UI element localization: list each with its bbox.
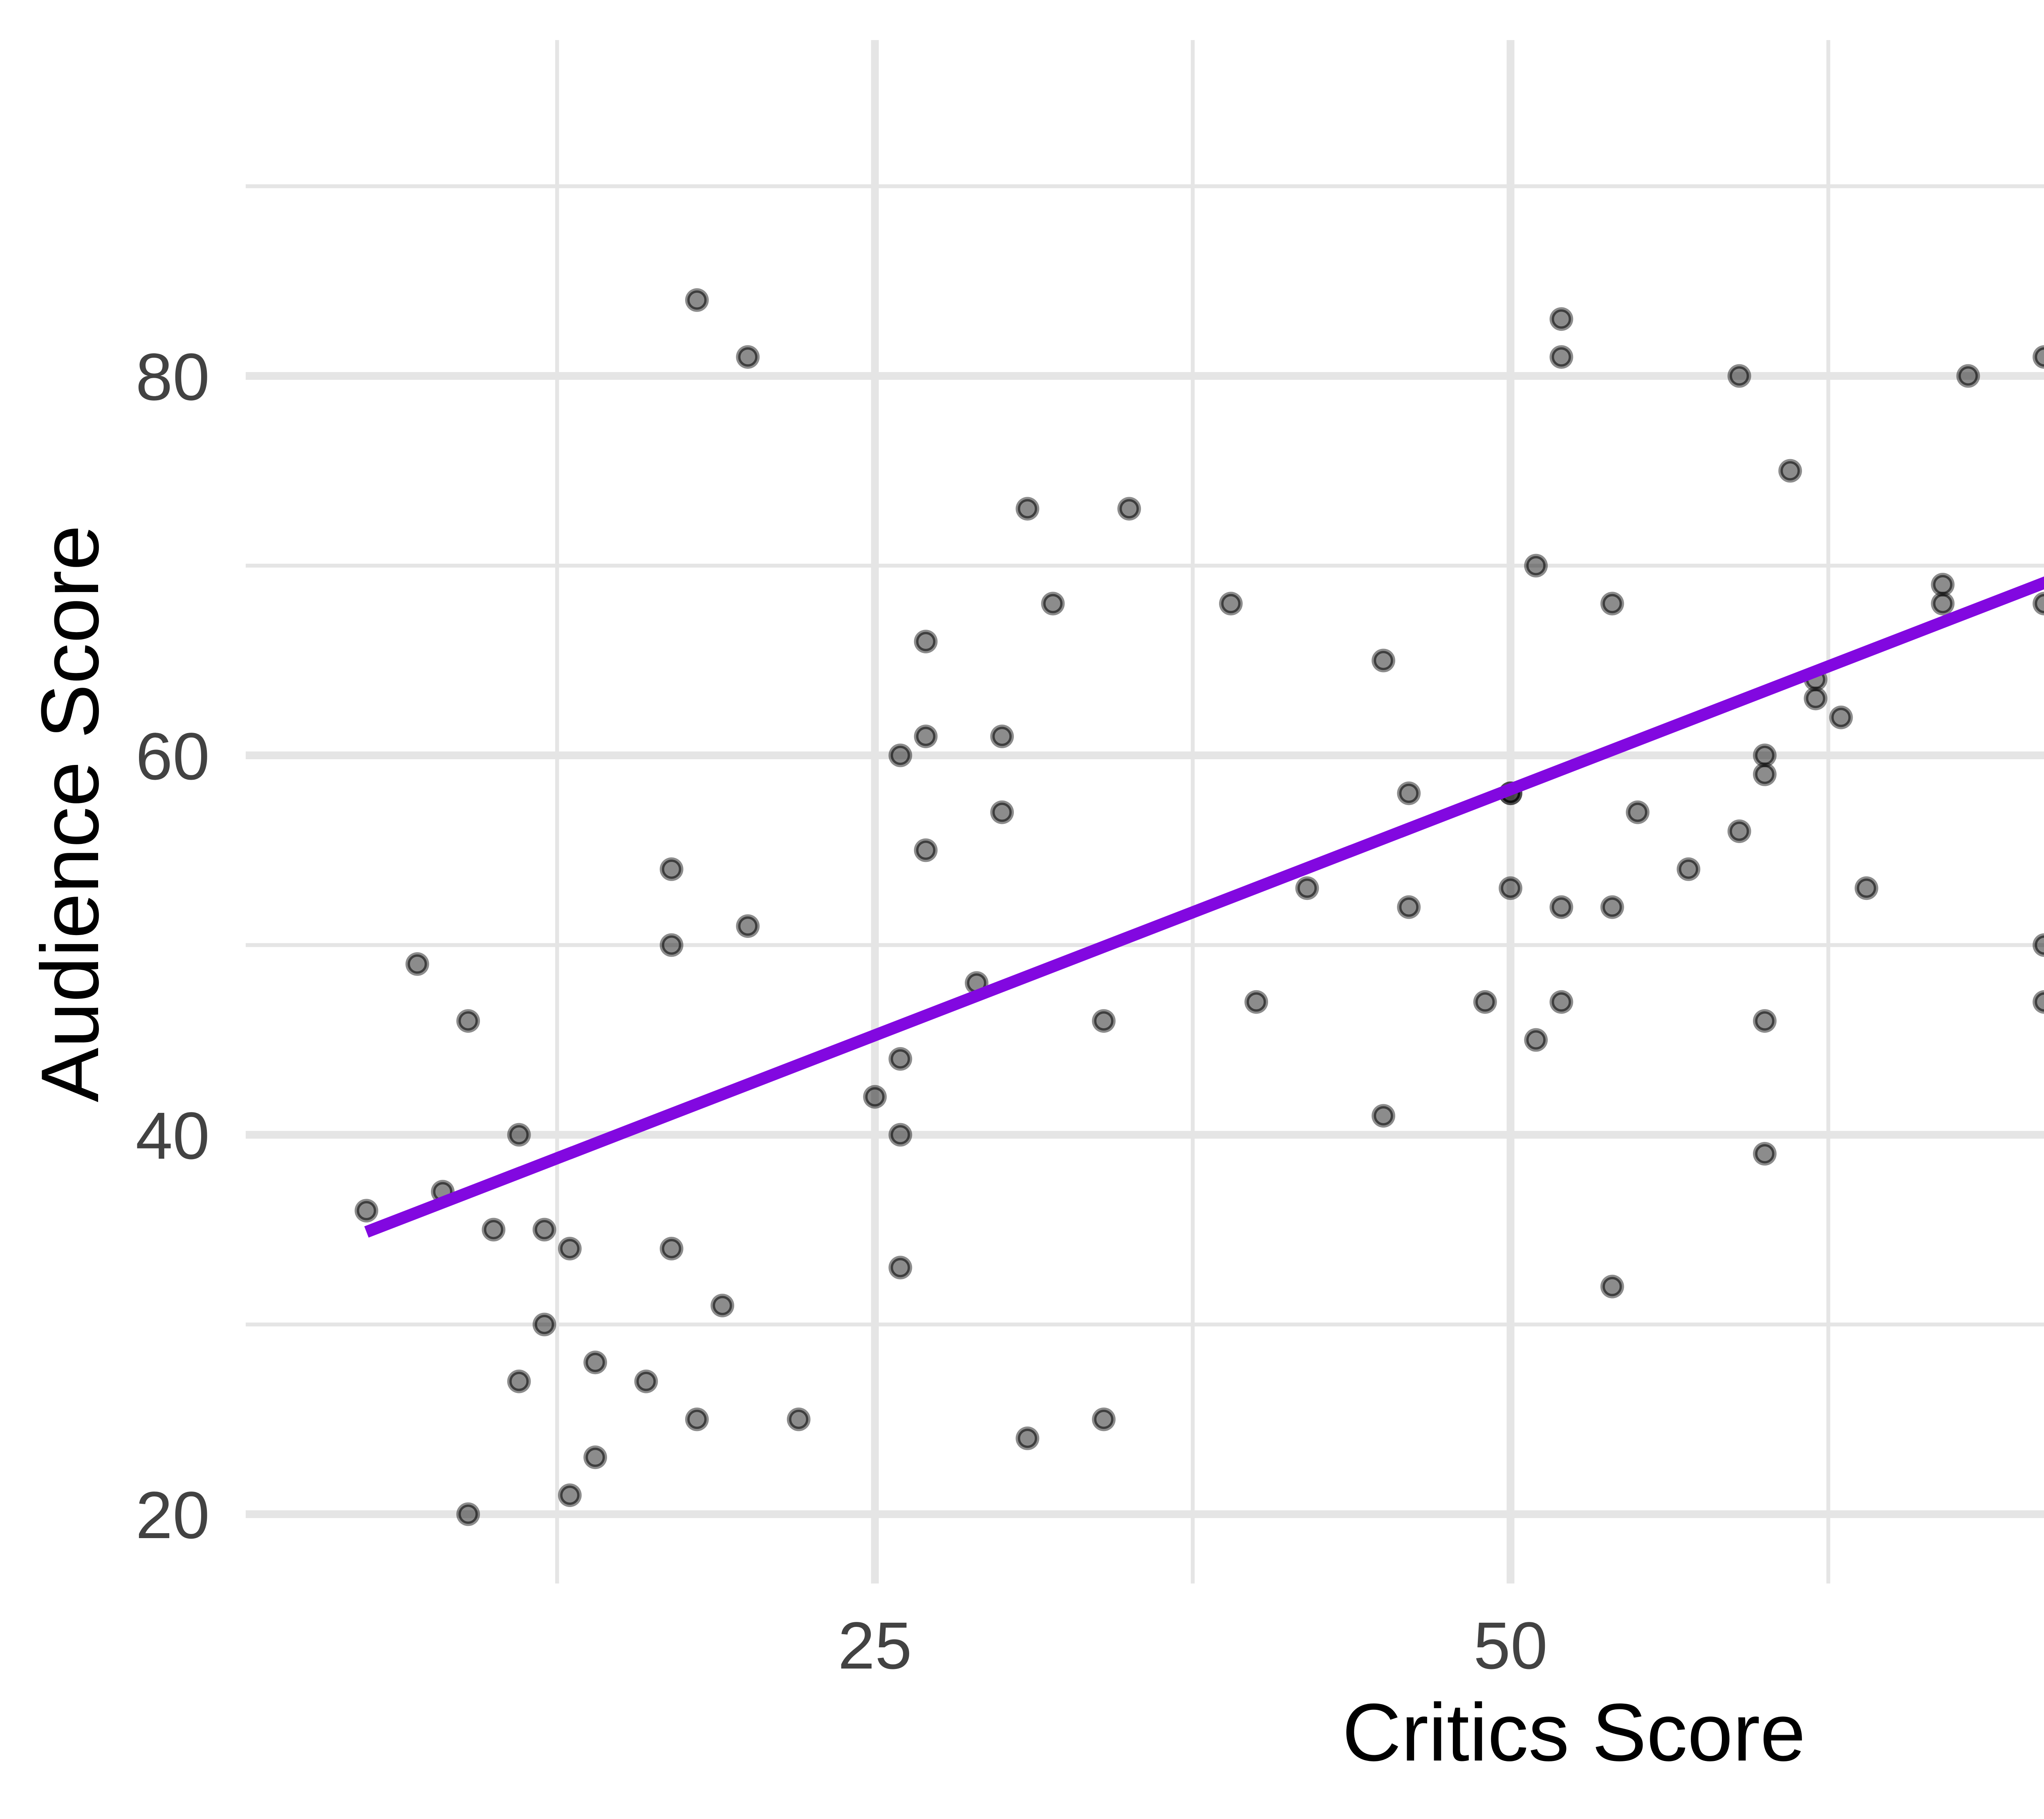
svg-text:Critics Score: Critics Score xyxy=(1342,1687,1806,1778)
svg-text:80: 80 xyxy=(136,339,210,414)
svg-text:50: 50 xyxy=(1473,1608,1547,1683)
svg-text:60: 60 xyxy=(136,719,210,794)
svg-text:20: 20 xyxy=(136,1478,210,1552)
svg-text:40: 40 xyxy=(136,1098,210,1173)
svg-text:Audience Score: Audience Score xyxy=(25,525,116,1102)
svg-text:25: 25 xyxy=(838,1608,912,1683)
